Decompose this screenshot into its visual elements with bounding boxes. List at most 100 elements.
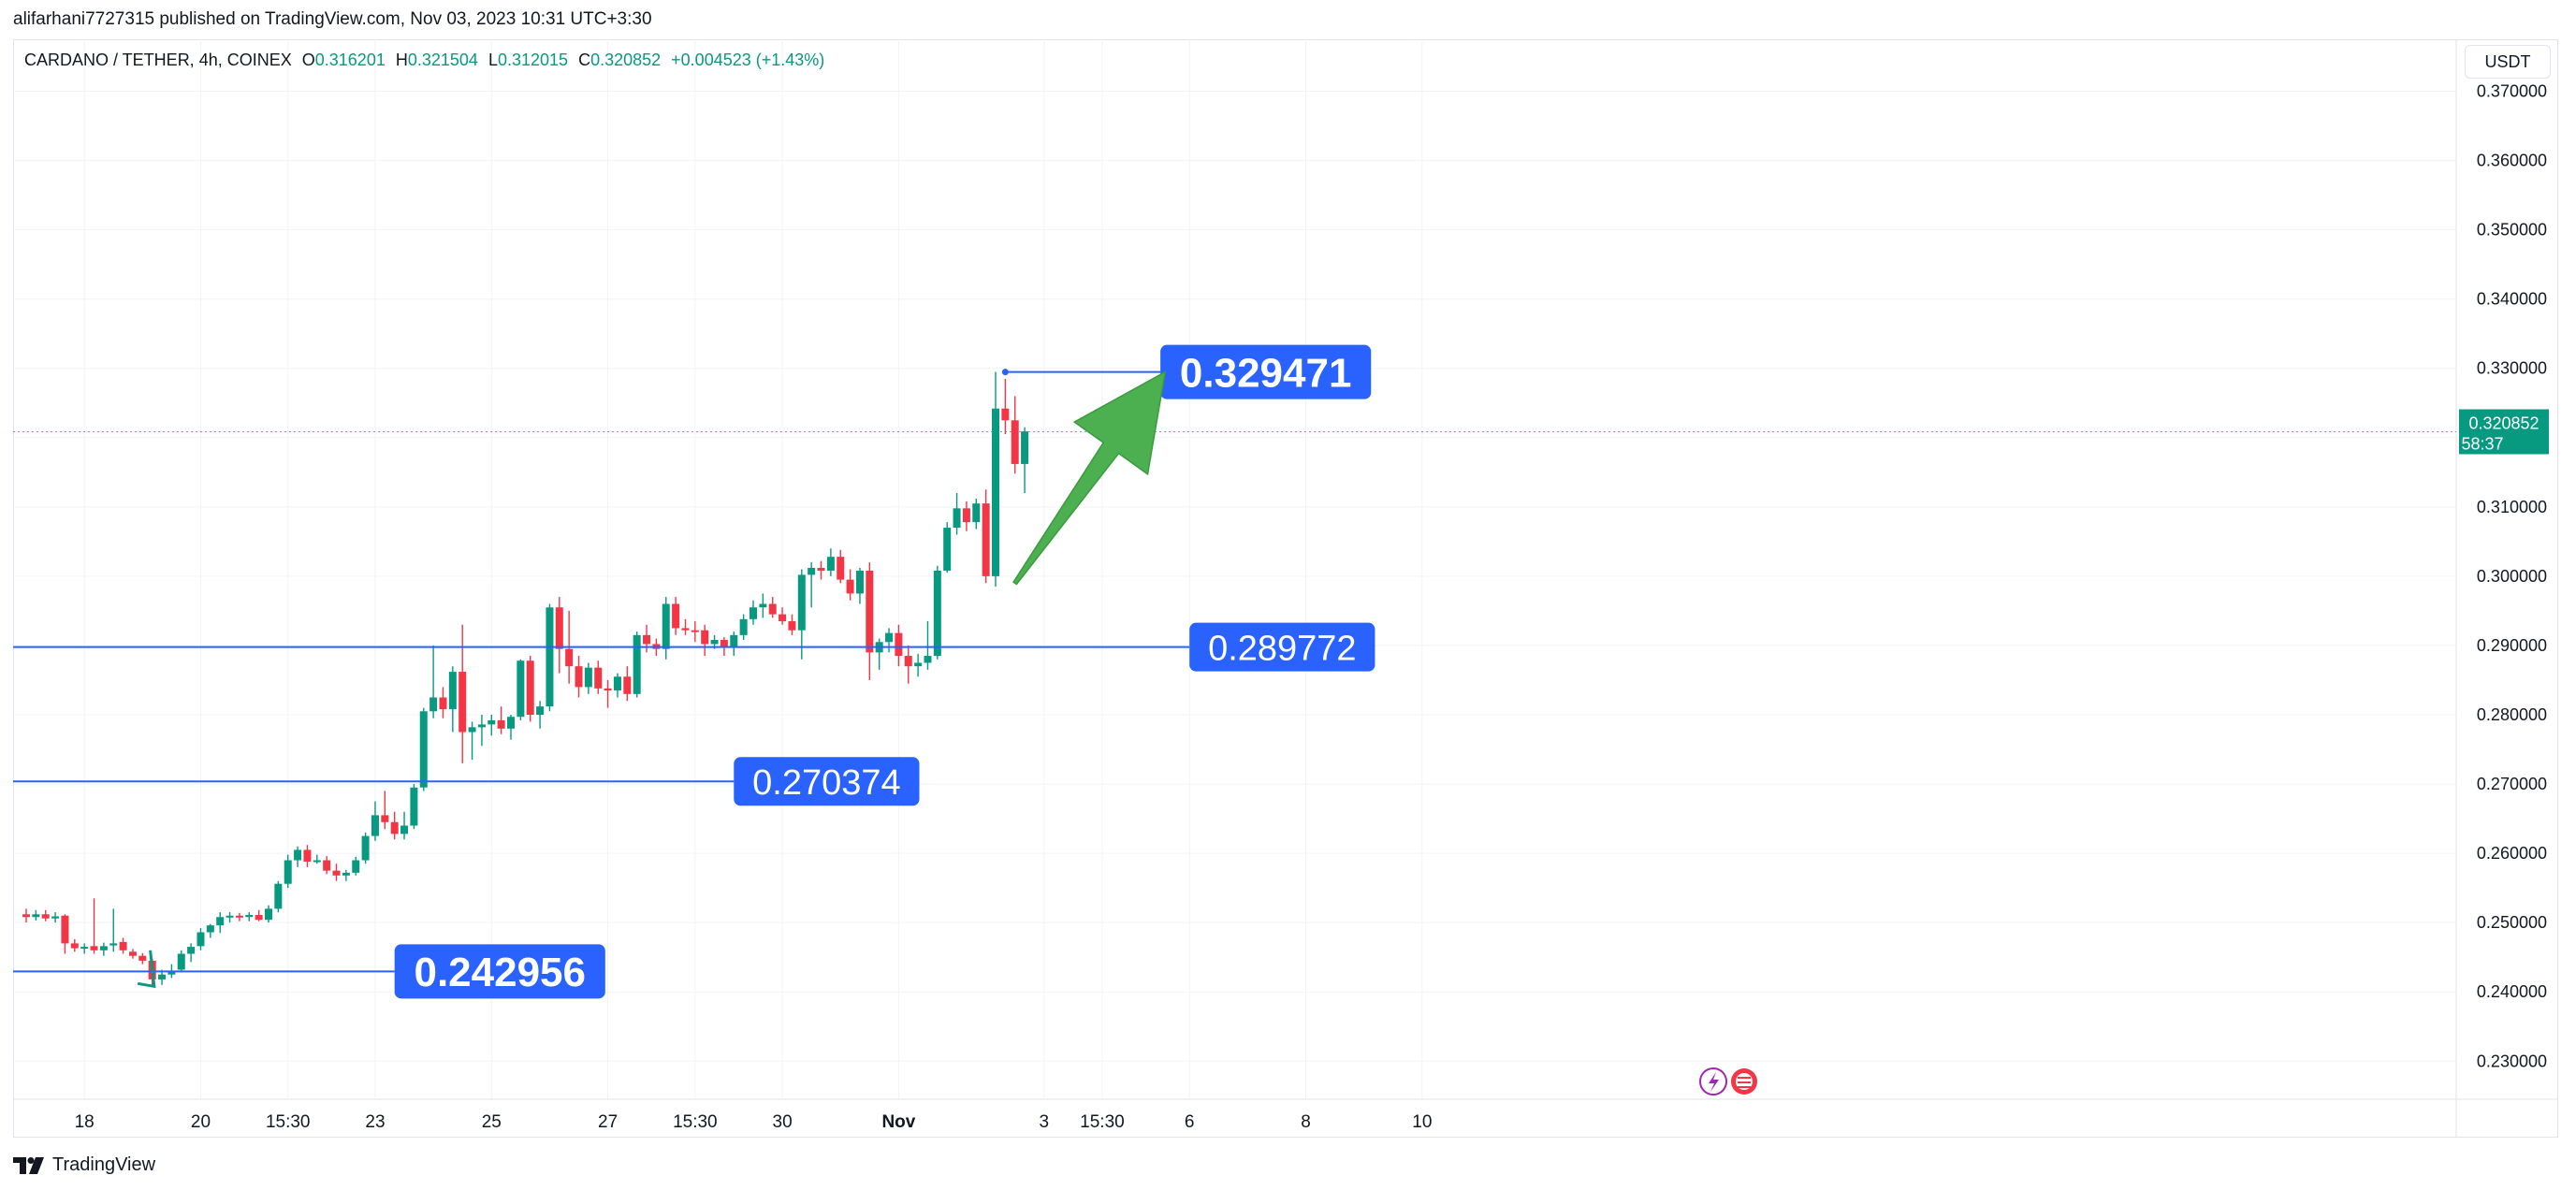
candle-body: [866, 570, 874, 653]
candle-body: [837, 557, 845, 580]
candle-body: [294, 849, 302, 861]
candle-body: [982, 503, 990, 576]
candle-body: [546, 607, 554, 707]
flag-stripe: [1738, 1081, 1751, 1083]
candle-body: [691, 630, 699, 632]
x-tick-label: 30: [773, 1112, 793, 1132]
candle-body: [284, 860, 292, 884]
candle-body: [759, 603, 767, 608]
candle-body: [196, 932, 205, 947]
candle-body: [158, 974, 167, 980]
flag-stripe: [1738, 1086, 1751, 1088]
candle-body: [914, 662, 923, 667]
x-tick-label: 15:30: [673, 1112, 718, 1132]
candle-body: [953, 508, 961, 529]
level-label-box: [394, 944, 605, 999]
candle-body: [439, 697, 447, 710]
y-tick-label: 0.290000: [2477, 636, 2547, 655]
candle-body: [226, 915, 234, 918]
candle-body: [817, 568, 825, 571]
symbol-title[interactable]: CARDANO / TETHER, 4h, COINEX: [24, 51, 292, 69]
close-value: 0.320852: [590, 51, 662, 69]
current-price-badge: [2459, 409, 2549, 455]
currency-selector[interactable]: USDT: [2465, 45, 2551, 79]
trend-arrow: [1012, 370, 1167, 586]
x-tick-label: 18: [75, 1112, 95, 1132]
y-tick-label: 0.260000: [2477, 844, 2547, 863]
candle-body: [1021, 431, 1029, 464]
candle-body: [779, 614, 787, 622]
lightning-icon: [1709, 1072, 1719, 1092]
candle-body: [575, 666, 583, 688]
y-tick-label: 0.370000: [2477, 82, 2547, 101]
candle-body: [41, 914, 50, 919]
x-tick-label: 15:30: [266, 1112, 311, 1132]
candle-body: [361, 835, 370, 861]
publish-info: alifarhani7727315 published on TradingVi…: [13, 9, 652, 29]
candle-body: [633, 634, 641, 694]
candle-body: [826, 557, 835, 571]
low-label: L: [488, 51, 498, 69]
x-tick-label: 27: [598, 1112, 618, 1132]
x-tick-label: 25: [482, 1112, 502, 1132]
flag-stripe: [1738, 1077, 1751, 1079]
candle-body: [119, 941, 127, 951]
x-tick-label: 3: [1040, 1112, 1050, 1132]
candle-body: [808, 568, 816, 575]
x-tick-label: 23: [365, 1112, 385, 1132]
x-tick-label: 6: [1185, 1112, 1195, 1132]
candle-body: [477, 724, 486, 728]
candle-body: [855, 570, 864, 594]
candle-body: [99, 946, 108, 951]
candle-body: [623, 676, 632, 694]
candle-body: [216, 917, 225, 926]
candle-body: [381, 815, 389, 822]
level-label-text: 0.270374: [752, 763, 901, 803]
x-tick-label: 15:30: [1080, 1112, 1125, 1132]
close-label: C: [578, 51, 591, 69]
candle-body: [992, 408, 999, 576]
candle-body: [323, 860, 331, 871]
candle-body: [924, 656, 932, 663]
candle-body: [797, 574, 806, 631]
candle-body: [788, 621, 796, 631]
candle-body: [429, 697, 438, 712]
candle-body: [109, 943, 118, 946]
candle-body: [613, 676, 621, 691]
change-value: +0.004523 (+1.43%): [671, 51, 825, 69]
candle-body: [448, 672, 457, 710]
y-tick-label: 0.280000: [2477, 705, 2547, 724]
tradingview-logo[interactable]: TradingView: [13, 1154, 155, 1176]
candle-body: [303, 849, 312, 863]
y-tick-label: 0.300000: [2477, 567, 2547, 586]
open-value: 0.316201: [314, 51, 386, 69]
candle-body: [313, 860, 321, 863]
candle-body: [701, 630, 709, 645]
candle-body: [739, 618, 748, 635]
candle-body: [933, 570, 941, 657]
candle-body: [177, 953, 185, 970]
low-value: 0.312015: [497, 51, 569, 69]
candle-body: [1001, 408, 1010, 421]
candle-body: [972, 503, 981, 523]
candle-body: [730, 634, 738, 647]
candle-body: [497, 719, 505, 729]
candle-body: [371, 815, 379, 836]
candle-body: [604, 688, 612, 691]
candle-body: [846, 579, 854, 594]
candle-body: [885, 632, 894, 643]
candle-body: [555, 607, 563, 649]
candle-body: [70, 943, 79, 949]
level-label-box: [734, 757, 920, 806]
candle-body: [904, 656, 912, 667]
candle-body: [187, 947, 196, 954]
candle-body: [235, 915, 243, 918]
x-tick-label: Nov: [881, 1112, 915, 1132]
high-label: H: [395, 51, 408, 69]
candle-body: [750, 607, 757, 619]
candle-body: [90, 946, 98, 951]
y-tick-label: 0.250000: [2477, 913, 2547, 932]
candle-body: [410, 787, 418, 826]
y-tick-label: 0.330000: [2477, 359, 2547, 378]
